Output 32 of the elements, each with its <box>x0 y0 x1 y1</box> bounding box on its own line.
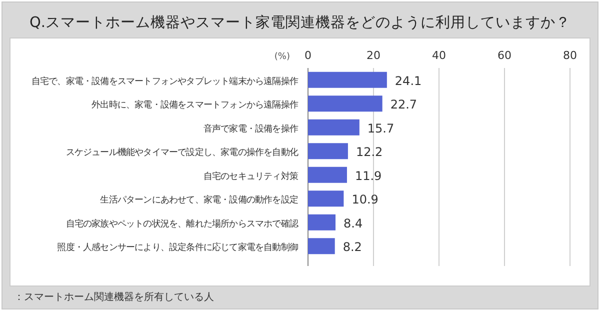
data-label: 11.9 <box>354 168 382 183</box>
x-tick-label: 40 <box>432 49 446 62</box>
data-label: 22.7 <box>390 98 418 112</box>
text: ：スマートホーム関連機器を所有している人 <box>14 291 214 303</box>
data-label: 10.9 <box>352 192 378 207</box>
bar <box>308 190 344 207</box>
y-tick-label: 外出時に、家電・設備をスマートフォンから遠隔操作 <box>92 100 298 111</box>
chart-title: Q.スマートホーム機器やスマート家電関連機器をどのように利用していますか？ <box>29 14 571 31</box>
data-label: 8.2 <box>342 240 362 254</box>
data-label: 15.7 <box>367 121 394 136</box>
x-tick-label: 20 <box>366 49 380 62</box>
bar <box>308 214 336 230</box>
bar <box>308 72 387 88</box>
bar <box>308 143 348 160</box>
y-tick-label: 自宅のセキュリティ対策 <box>203 170 298 182</box>
data-label: 12.2 <box>356 145 383 160</box>
data-label: 8.4 <box>344 216 363 230</box>
bar <box>308 96 382 112</box>
x-tick-label: 80 <box>563 49 577 62</box>
y-tick-label: 音声で家電・設備を操作 <box>203 123 298 134</box>
y-tick-label: 照度・人感センサーにより、設定条件に応じて家電を自動制御 <box>57 242 298 254</box>
bar <box>308 238 335 254</box>
x-axis-title: (%) <box>274 52 290 62</box>
y-tick-label: 自宅で、家電・設備をスマートフォンやタブレット端末から遠隔操作 <box>31 76 298 87</box>
y-tick-label: スケジュール機能やタイマーで設定し、家電の操作を自動化 <box>66 147 298 158</box>
x-tick-label: 60 <box>498 49 512 62</box>
y-tick-label: 生活パターンにあわせて、家電・設備の動作を設定 <box>100 194 298 206</box>
data-label: 24.1 <box>394 74 422 88</box>
y-tick-label: 自宅の家族やペットの状況を、離れた場所からスマホで確認 <box>66 218 298 230</box>
bar <box>308 119 360 136</box>
x-tick-label: 0 <box>304 49 312 62</box>
bar <box>308 166 347 183</box>
